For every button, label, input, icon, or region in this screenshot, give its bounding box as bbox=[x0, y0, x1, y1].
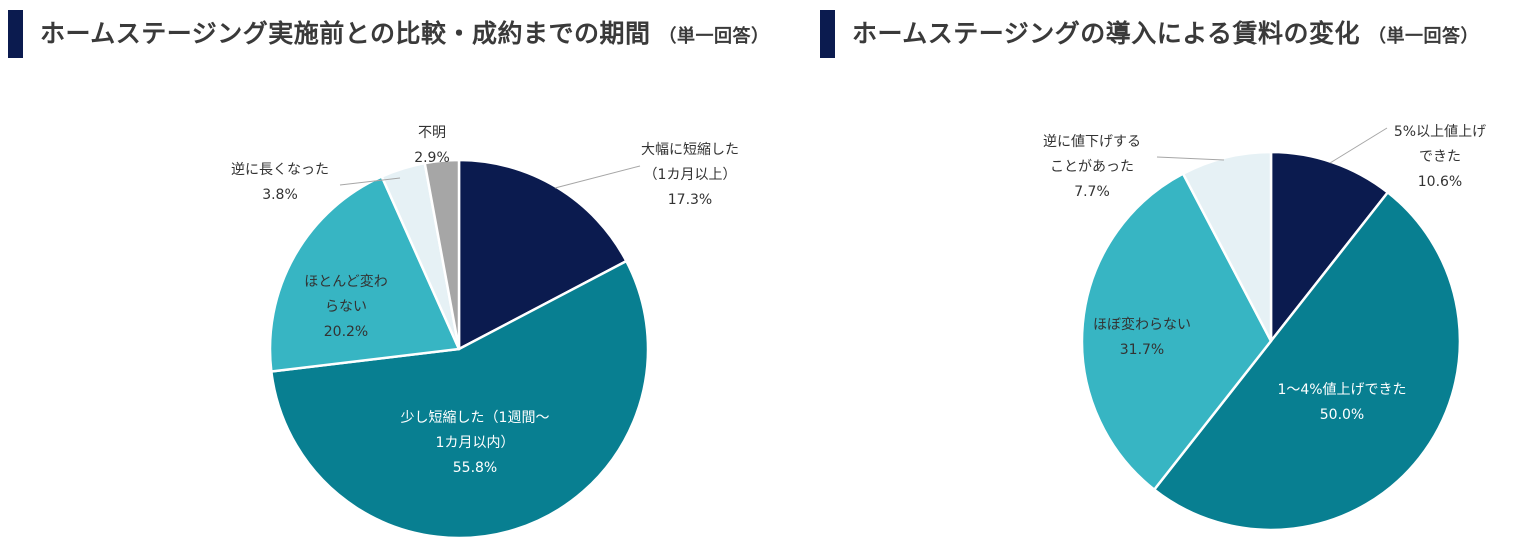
slice-category-label: （1カ月以上） bbox=[644, 167, 737, 183]
pie-slice bbox=[1152, 191, 1462, 532]
slice-category-label: らない bbox=[325, 299, 367, 315]
right-chart-panel: ホームステージングの導入による賃料の変化 （単一回答） 5%以上値上げ できた 10.… bbox=[812, 0, 1523, 549]
slice-category-label: 不明 bbox=[418, 125, 446, 141]
title-accent-bar bbox=[820, 10, 835, 58]
slice-category-label: 逆に値下げする bbox=[1043, 134, 1141, 150]
pie-slice bbox=[423, 158, 461, 351]
slice-category-label: 1カ月以内） bbox=[436, 435, 515, 451]
chart-title: ホームステージング実施前との比較・成約までの期間 （単一回答） bbox=[40, 14, 770, 57]
chart-subtitle: （単一回答） bbox=[1368, 26, 1480, 47]
title-accent-bar bbox=[8, 10, 23, 58]
pie-slice bbox=[1269, 150, 1390, 343]
slice-category-label: 大幅に短縮した bbox=[641, 142, 739, 158]
leader-line bbox=[1329, 127, 1388, 164]
slice-value-label: 50.0% bbox=[1320, 407, 1364, 423]
pie-slice bbox=[268, 175, 461, 373]
slice-value-label: 20.2% bbox=[324, 324, 368, 340]
chart-title: ホームステージングの導入による賃料の変化 （単一回答） bbox=[852, 14, 1479, 57]
slice-value-label: 10.6% bbox=[1418, 174, 1462, 190]
leader-line bbox=[1156, 156, 1225, 161]
slice-value-label: 55.8% bbox=[453, 460, 497, 476]
slice-category-label: 5%以上値上げ bbox=[1394, 124, 1486, 140]
slice-category-label: ほとんど変わ bbox=[304, 273, 388, 290]
slice-category-label: 少し短縮した（1週間～ bbox=[401, 410, 550, 426]
slice-category-label: できた bbox=[1419, 149, 1461, 165]
slice-value-label: 3.8% bbox=[262, 187, 298, 203]
slice-value-label: 2.9% bbox=[414, 150, 450, 166]
slice-category-label: 1～4%値上げできた bbox=[1277, 382, 1406, 398]
chart-title-text: ホームステージングの導入による賃料の変化 bbox=[852, 19, 1361, 48]
pie-slice bbox=[1181, 150, 1273, 343]
slice-category-label: ほぼ変わらない bbox=[1093, 316, 1191, 333]
left-chart-panel: ホームステージング実施前との比較・成約までの期間 （単一回答） 大幅に短縮した （1… bbox=[8, 10, 770, 540]
slice-value-label: 7.7% bbox=[1074, 184, 1110, 200]
pie-chart-period: 大幅に短縮した （1カ月以上） 17.3% 少し短縮した（1週間～ 1カ月以内） 55.8… bbox=[231, 125, 739, 540]
slice-category-label: ことがあった bbox=[1050, 159, 1134, 175]
leader-line bbox=[554, 165, 641, 189]
pie-slice bbox=[270, 259, 650, 540]
leader-line bbox=[339, 177, 401, 186]
chart-subtitle: （単一回答） bbox=[658, 26, 770, 47]
slice-value-label: 31.7% bbox=[1120, 342, 1164, 358]
chart-title-text: ホームステージング実施前との比較・成約までの期間 bbox=[40, 19, 651, 48]
slice-value-label: 17.3% bbox=[668, 192, 712, 208]
slice-category-label: 逆に長くなった bbox=[231, 162, 329, 178]
